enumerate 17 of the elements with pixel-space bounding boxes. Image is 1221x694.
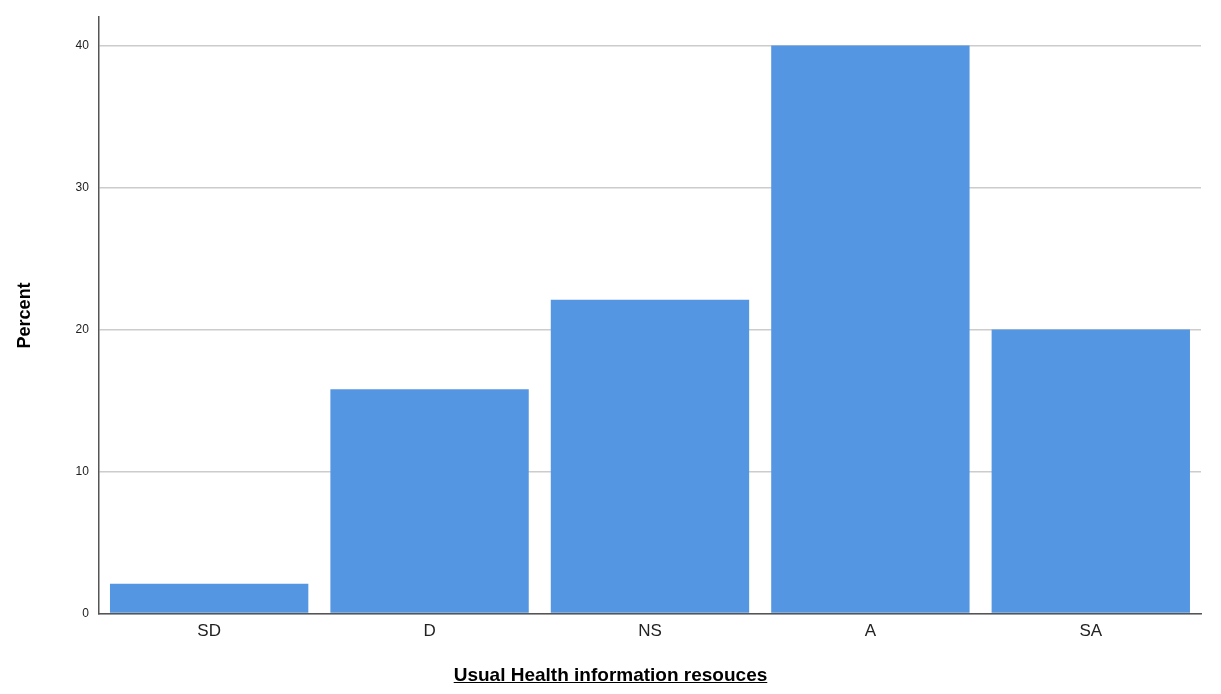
y-tick-label: 10 bbox=[75, 463, 90, 478]
y-axis-title: Percent bbox=[13, 282, 34, 349]
x-tick-label: A bbox=[864, 621, 877, 641]
x-tick-label: SD bbox=[197, 621, 221, 641]
bar bbox=[550, 299, 750, 613]
x-axis-title: Usual Health information resouces bbox=[452, 664, 769, 686]
x-tick-label: NS bbox=[638, 621, 662, 641]
y-tick-label: 30 bbox=[75, 179, 90, 194]
y-tick-label: 20 bbox=[75, 321, 90, 336]
x-tick-label: D bbox=[423, 621, 436, 641]
x-tick-label: SA bbox=[1079, 621, 1103, 641]
bar bbox=[330, 389, 529, 613]
bar bbox=[991, 329, 1190, 613]
bar bbox=[771, 45, 970, 613]
bar bbox=[109, 583, 309, 613]
y-tick-label: 40 bbox=[75, 37, 90, 52]
y-tick-label: 0 bbox=[82, 605, 90, 620]
